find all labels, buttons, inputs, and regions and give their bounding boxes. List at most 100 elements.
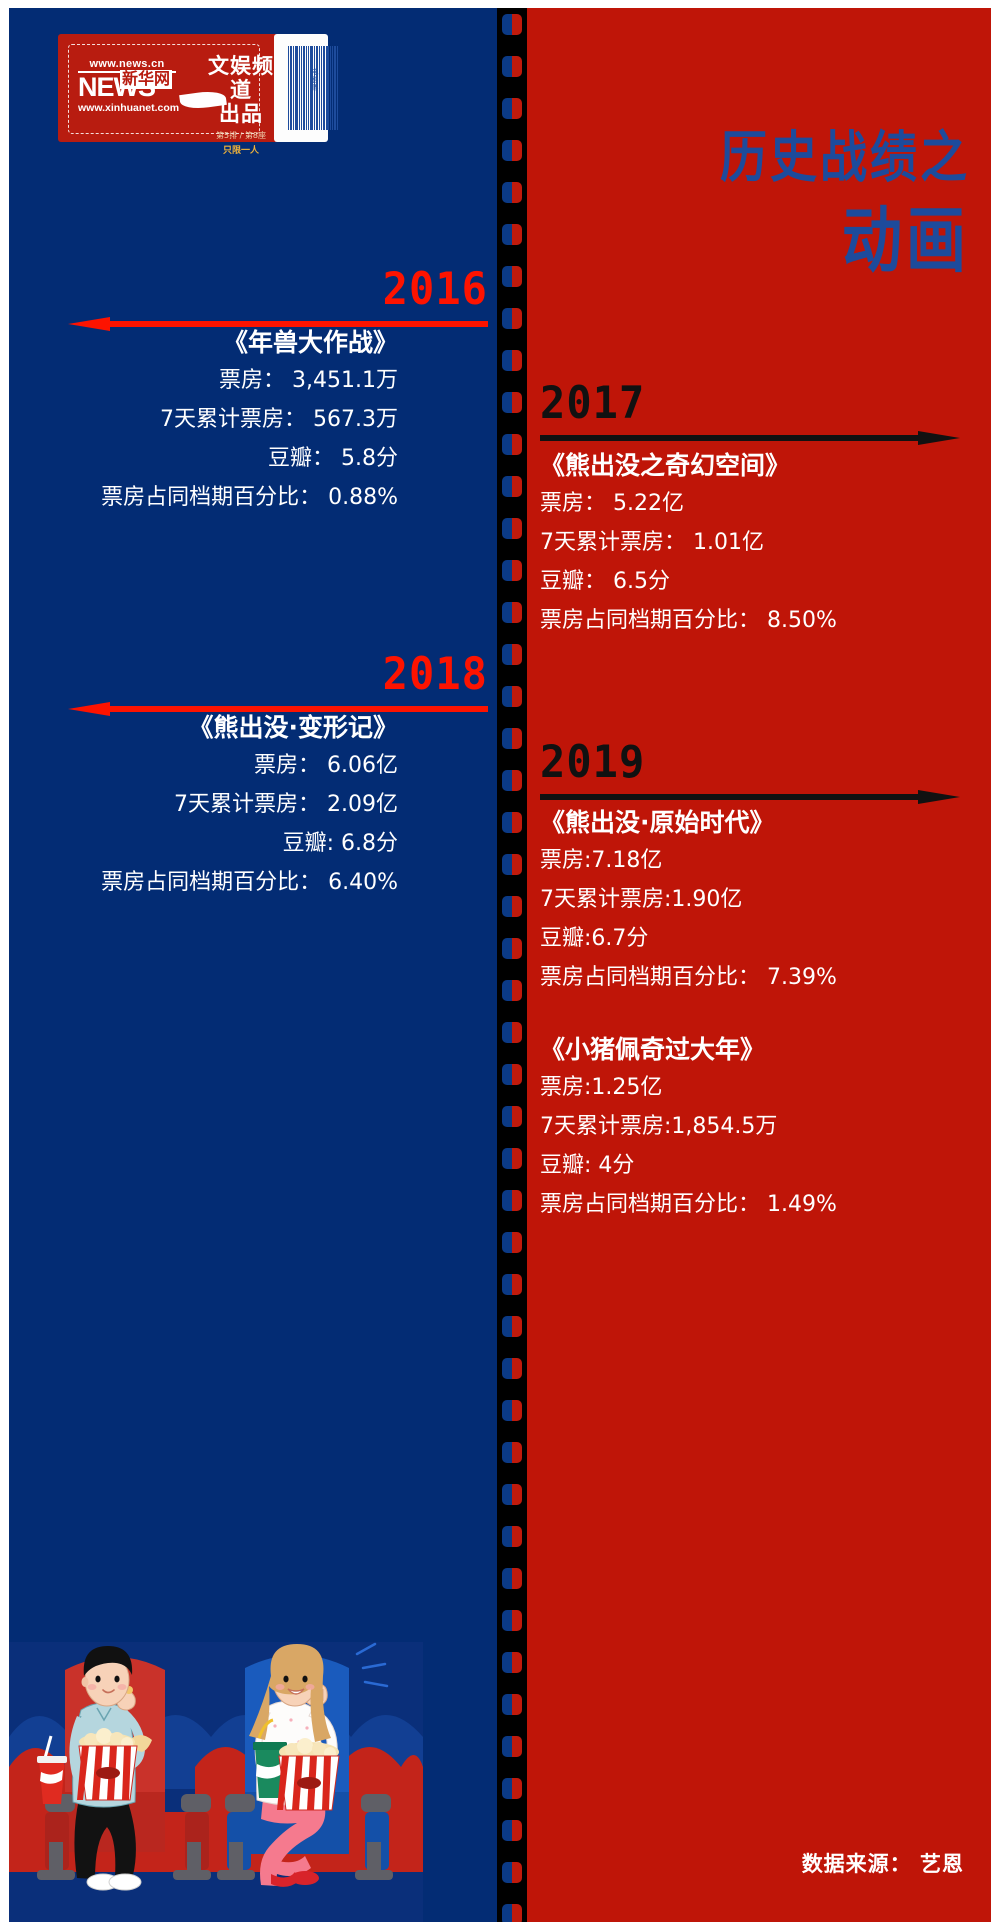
arrow-right-icon — [540, 431, 960, 445]
movie-stat-douban: 豆瓣: 6.8分 — [282, 830, 398, 856]
film-sprocket-hole — [502, 1232, 522, 1253]
film-sprocket-hole — [502, 1316, 522, 1337]
year-label-2016: 2016 — [382, 263, 488, 316]
film-sprocket-hole — [502, 1442, 522, 1463]
film-sprocket-hole — [502, 224, 522, 245]
film-sprocket-hole — [502, 1274, 522, 1295]
film-sprocket-hole — [502, 812, 522, 833]
movie-stat-douban: 豆瓣： 6.5分 — [540, 568, 670, 594]
film-sprocket-hole — [502, 896, 522, 917]
film-sprocket-hole — [502, 1148, 522, 1169]
movie-block-2019-0: 《熊出没·原始时代》 票房:7.18亿 7天累计票房:1.90亿 豆瓣:6.7分… — [540, 805, 970, 997]
ticket-channel-info: 文娱频道 出品 第5排 / 第8座 只限一人 — [198, 54, 284, 156]
movie-stat-boxoffice: 票房:7.18亿 — [540, 847, 663, 873]
movie-stat-7day: 7天累计票房： 567.3万 — [160, 406, 398, 432]
movie-title: 《小猪佩奇过大年》 — [540, 1035, 766, 1064]
film-sprocket-hole — [502, 1820, 522, 1841]
ticket-dashed-border — [68, 44, 260, 134]
movie-block-2018-0: 《熊出没·变形记》 票房： 6.06亿 7天累计票房： 2.09亿 豆瓣: 6.… — [0, 710, 398, 902]
film-sprocket-hole — [502, 140, 522, 161]
red-column — [497, 0, 1000, 1930]
page-margin-top — [0, 0, 1000, 8]
ticket-admit-one: 只限一人 — [222, 146, 259, 157]
film-sprocket-hole — [502, 1862, 522, 1883]
film-sprocket-hole — [502, 1652, 522, 1673]
movie-stat-7day: 7天累计票房:1.90亿 — [540, 886, 743, 912]
movie-stat-share: 票房占同档期百分比： 1.49% — [540, 1191, 837, 1217]
barcode-icon — [288, 46, 338, 130]
movie-stat-douban: 豆瓣: 4分 — [540, 1152, 635, 1178]
movie-stat-boxoffice: 票房： 3,451.1万 — [219, 367, 398, 393]
stub-label: 电影票 — [311, 68, 319, 92]
xinhua-logo: www.news.cn NEWS 新华网 www.xinhuanet.com — [78, 58, 182, 114]
page-margin-left — [0, 0, 9, 1930]
film-strip-divider — [497, 0, 527, 1930]
movie-stat-douban: 豆瓣:6.7分 — [540, 925, 649, 951]
film-sprocket-hole — [502, 980, 522, 1001]
film-sprocket-hole — [502, 644, 522, 665]
film-sprocket-hole — [502, 1190, 522, 1211]
year-label-2018: 2018 — [382, 648, 488, 701]
movie-stat-boxoffice: 票房： 6.06亿 — [254, 752, 398, 778]
movie-stat-boxoffice: 票房： 5.22亿 — [540, 490, 684, 516]
film-sprocket-hole — [502, 686, 522, 707]
film-sprocket-hole — [502, 350, 522, 371]
year-marker-2019: 2019 — [540, 740, 960, 804]
film-sprocket-hole — [502, 56, 522, 77]
channel-line-2: 出品 — [219, 102, 263, 127]
film-sprocket-hole — [502, 728, 522, 749]
movie-stat-7day: 7天累计票房： 2.09亿 — [174, 791, 398, 817]
film-sprocket-hole — [502, 602, 522, 623]
film-sprocket-hole — [502, 770, 522, 791]
film-sprocket-hole — [502, 14, 522, 35]
year-marker-2018: 2018 — [68, 652, 488, 716]
film-sprocket-hole — [502, 1022, 522, 1043]
film-sprocket-hole — [502, 266, 522, 287]
year-label-2019: 2019 — [540, 736, 646, 789]
film-sprocket-hole — [502, 1106, 522, 1127]
film-sprocket-hole — [502, 1358, 522, 1379]
film-sprocket-hole — [502, 98, 522, 119]
film-sprocket-hole — [502, 1400, 522, 1421]
movie-stat-share: 票房占同档期百分比： 0.88% — [101, 484, 398, 510]
data-source-label: 数据来源： 艺恩 — [801, 1852, 964, 1876]
movie-stat-7day: 7天累计票房:1,854.5万 — [540, 1113, 778, 1139]
movie-title: 《熊出没·变形记》 — [188, 713, 399, 742]
page-margin-bottom — [0, 1922, 1000, 1930]
film-sprocket-hole — [502, 392, 522, 413]
movie-stat-share: 票房占同档期百分比： 7.39% — [540, 964, 837, 990]
film-sprocket-hole — [502, 434, 522, 455]
page-margin-right — [991, 0, 1000, 1930]
movie-block-2017-0: 《熊出没之奇幻空间》 票房： 5.22亿 7天累计票房： 1.01亿 豆瓣： 6… — [540, 448, 970, 640]
movie-stat-7day: 7天累计票房： 1.01亿 — [540, 529, 764, 555]
page-title: 历史战绩之 动画 — [720, 125, 970, 282]
ticket-seat-info: 第5排 / 第8座 — [216, 131, 266, 141]
movie-stat-share: 票房占同档期百分比： 8.50% — [540, 607, 837, 633]
cinema-audience-illustration — [9, 1642, 423, 1922]
year-marker-2016: 2016 — [68, 267, 488, 331]
movie-stat-boxoffice: 票房:1.25亿 — [540, 1074, 663, 1100]
movie-title: 《熊出没·原始时代》 — [540, 808, 775, 837]
xinhua-chinese-wordmark: 新华网 — [120, 69, 173, 89]
film-sprocket-hole — [502, 1526, 522, 1547]
channel-line-1: 文娱频道 — [208, 54, 274, 103]
movie-stat-douban: 豆瓣： 5.8分 — [268, 445, 398, 471]
film-sprocket-hole — [502, 1484, 522, 1505]
film-sprocket-hole — [502, 1610, 522, 1631]
movie-title: 《年兽大作战》 — [222, 328, 398, 357]
film-sprocket-hole — [502, 182, 522, 203]
movie-stat-share: 票房占同档期百分比： 6.40% — [101, 869, 398, 895]
film-sprocket-hole — [502, 1736, 522, 1757]
movie-title: 《熊出没之奇幻空间》 — [540, 451, 791, 480]
arrow-left-icon — [68, 702, 488, 716]
movie-block-2019-1: 《小猪佩奇过大年》 票房:1.25亿 7天累计票房:1,854.5万 豆瓣: 4… — [540, 1032, 970, 1224]
page-title-line-1: 历史战绩之 — [720, 125, 970, 191]
film-sprocket-hole — [502, 476, 522, 497]
page-title-line-2: 动画 — [842, 199, 970, 284]
ticket-url-bottom: www.xinhuanet.com — [78, 101, 180, 114]
year-label-2017: 2017 — [540, 377, 646, 430]
film-sprocket-hole — [502, 1064, 522, 1085]
film-sprocket-hole — [502, 1694, 522, 1715]
film-sprocket-hole — [502, 560, 522, 581]
